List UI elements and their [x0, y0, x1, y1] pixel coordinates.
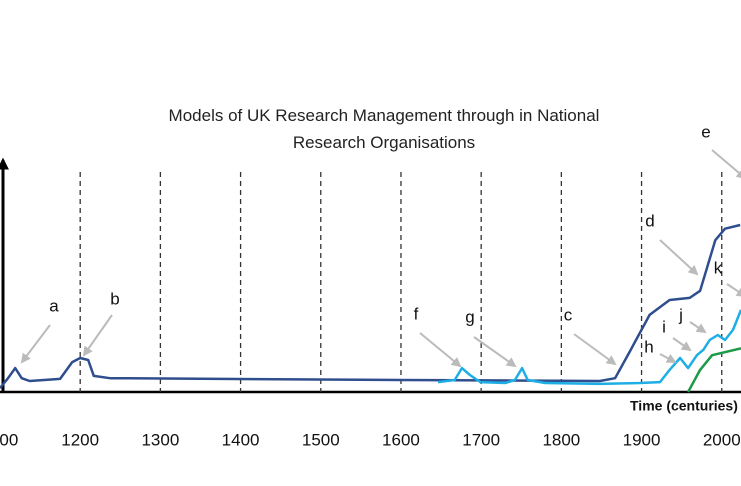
- annotation-label: k: [714, 258, 723, 277]
- annotation-label: c: [564, 305, 573, 324]
- annotation-arrow: [672, 337, 692, 352]
- annotation-label: j: [678, 305, 683, 324]
- annotation-label: d: [645, 211, 654, 230]
- annotation-arrow: [689, 321, 707, 334]
- annotation-arrow: [419, 332, 462, 368]
- annotation-arrow: [726, 283, 741, 298]
- annotation-arrow: [82, 314, 113, 357]
- annotation-label: h: [644, 337, 653, 356]
- annotation-arrow: [573, 333, 617, 366]
- chart-title: Models of UK Research Management through…: [168, 106, 600, 152]
- x-tick-label: 1900: [623, 430, 661, 449]
- x-tick-label: 1100: [0, 430, 18, 449]
- annotation-arrow: [659, 353, 677, 363]
- annotation-arrow: [711, 149, 741, 180]
- annotation-arrow: [473, 336, 517, 368]
- annotation-arrow: [20, 324, 51, 364]
- x-tick-label: 1800: [542, 430, 580, 449]
- annotation-label: e: [701, 122, 710, 141]
- x-tick-label: 1200: [61, 430, 99, 449]
- x-tick-label: 2000: [703, 430, 741, 449]
- series-line: [687, 347, 741, 393]
- x-tick-label: 1700: [462, 430, 500, 449]
- annotation-arrow: [659, 239, 699, 276]
- x-tick-label: 1600: [382, 430, 420, 449]
- x-tick-label: 1500: [302, 430, 340, 449]
- series-line: [437, 309, 741, 386]
- annotation-label: g: [465, 307, 474, 326]
- x-tick-label: 1400: [222, 430, 260, 449]
- x-tick-label: 1300: [141, 430, 179, 449]
- annotation-label: i: [662, 317, 666, 336]
- series-line: [0, 223, 741, 389]
- annotation-label: b: [110, 289, 119, 308]
- annotation-label: f: [414, 304, 419, 323]
- annotation-label: a: [49, 296, 59, 315]
- x-axis-label: Time (centuries): [630, 398, 738, 414]
